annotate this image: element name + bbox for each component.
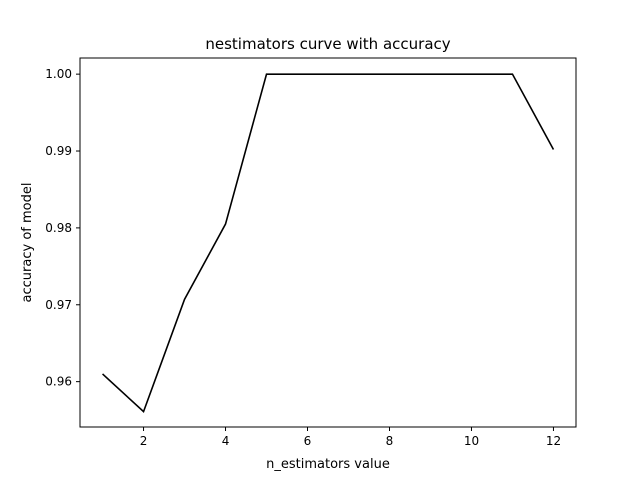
x-tick-label: 10 <box>464 434 479 448</box>
x-axis-label: n_estimators value <box>266 457 390 472</box>
y-axis: 0.96 0.97 0.98 0.99 1.00 <box>45 67 80 389</box>
x-tick-label: 4 <box>222 434 230 448</box>
plot-area <box>102 73 555 414</box>
plot-frame <box>79 57 577 428</box>
y-axis-label: accuracy of model <box>20 183 35 303</box>
x-tick-label: 6 <box>304 434 312 448</box>
x-tick-label: 8 <box>386 434 394 448</box>
y-tick-label: 0.99 <box>45 144 72 158</box>
x-tick-label: 2 <box>140 434 148 448</box>
y-tick-label: 1.00 <box>45 67 72 81</box>
y-tick-label: 0.98 <box>45 221 72 235</box>
x-axis: 2 4 6 8 10 12 <box>140 427 561 448</box>
y-tick-label: 0.96 <box>45 375 72 389</box>
chart-title: nestimators curve with accuracy <box>205 35 450 53</box>
y-tick-label: 0.97 <box>45 298 72 312</box>
series-line <box>102 73 555 414</box>
x-tick-label: 12 <box>546 434 561 448</box>
